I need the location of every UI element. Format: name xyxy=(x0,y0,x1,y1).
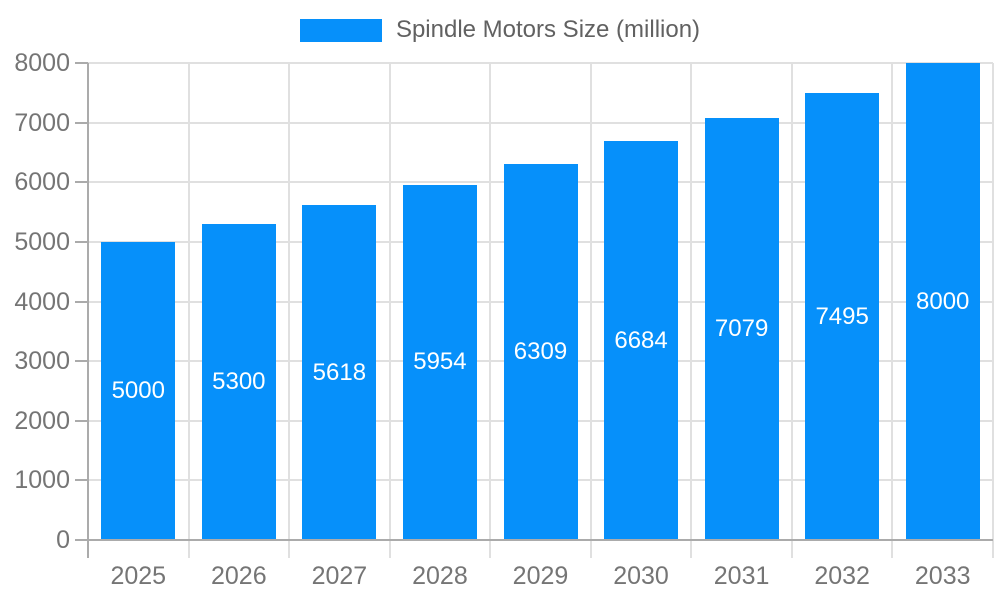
bar[interactable]: 5300 xyxy=(201,223,276,540)
y-axis-tick xyxy=(75,419,88,422)
y-axis-tick xyxy=(75,360,88,363)
x-tick-label: 2031 xyxy=(713,562,770,590)
bar[interactable]: 8000 xyxy=(905,63,980,540)
y-axis-tick xyxy=(75,479,88,482)
bar-value-label: 8000 xyxy=(916,287,970,315)
legend-color-swatch xyxy=(299,18,382,42)
bar-value-label: 5618 xyxy=(312,358,367,386)
y-tick-label: 8000 xyxy=(14,49,70,77)
y-tick-label: 0 xyxy=(56,526,70,554)
bar[interactable]: 7079 xyxy=(704,117,779,540)
bar[interactable]: 6684 xyxy=(604,141,679,540)
y-tick-label: 3000 xyxy=(14,347,70,376)
y-tick-label: 4000 xyxy=(14,287,70,316)
bar[interactable]: 7495 xyxy=(805,93,880,540)
x-gridline xyxy=(992,63,994,558)
x-gridline xyxy=(388,63,391,558)
x-gridline xyxy=(790,63,793,558)
x-gridline xyxy=(288,63,291,558)
x-tick-label: 2028 xyxy=(412,562,468,590)
bar[interactable]: 5000 xyxy=(101,241,176,540)
x-tick-label: 2026 xyxy=(211,562,267,590)
legend-label: Spindle Motors Size (million) xyxy=(395,16,701,43)
y-axis-tick xyxy=(75,240,88,243)
bar-value-label: 5300 xyxy=(212,367,266,395)
y-axis-tick xyxy=(75,62,88,64)
x-gridline xyxy=(589,63,592,558)
bar[interactable]: 6309 xyxy=(503,163,578,540)
y-gridline xyxy=(88,121,993,124)
bar[interactable]: 5954 xyxy=(402,184,477,540)
x-axis-line xyxy=(75,539,993,541)
y-axis-tick xyxy=(75,181,88,184)
y-tick-label: 5000 xyxy=(14,227,70,256)
y-gridline xyxy=(88,62,993,64)
x-tick-label: 2029 xyxy=(512,562,569,590)
x-tick-label: 2027 xyxy=(311,562,368,590)
bar[interactable]: 5618 xyxy=(302,205,377,540)
bar-value-label: 6684 xyxy=(614,326,668,354)
y-axis-tick xyxy=(75,121,88,124)
bar-value-label: 5954 xyxy=(413,348,467,376)
x-tick-label: 2033 xyxy=(914,562,971,590)
x-gridline xyxy=(891,63,894,558)
bar-value-label: 6309 xyxy=(513,337,568,365)
y-tick-label: 1000 xyxy=(14,466,70,495)
x-tick-label: 2032 xyxy=(814,562,870,590)
x-tick-label: 2030 xyxy=(613,562,669,590)
y-tick-label: 7000 xyxy=(14,108,70,137)
chart-legend[interactable]: Spindle Motors Size (million) xyxy=(0,16,1000,44)
bar-value-label: 7495 xyxy=(815,302,869,330)
bar-value-label: 5000 xyxy=(111,376,165,404)
y-axis-tick xyxy=(75,300,88,303)
bar-value-label: 7079 xyxy=(714,314,769,342)
x-gridline xyxy=(690,63,693,558)
y-tick-label: 2000 xyxy=(14,406,70,435)
x-gridline xyxy=(187,63,190,558)
x-gridline xyxy=(489,63,492,558)
x-tick-label: 2025 xyxy=(110,562,167,590)
y-axis-line xyxy=(87,63,89,558)
y-tick-label: 6000 xyxy=(14,168,70,197)
